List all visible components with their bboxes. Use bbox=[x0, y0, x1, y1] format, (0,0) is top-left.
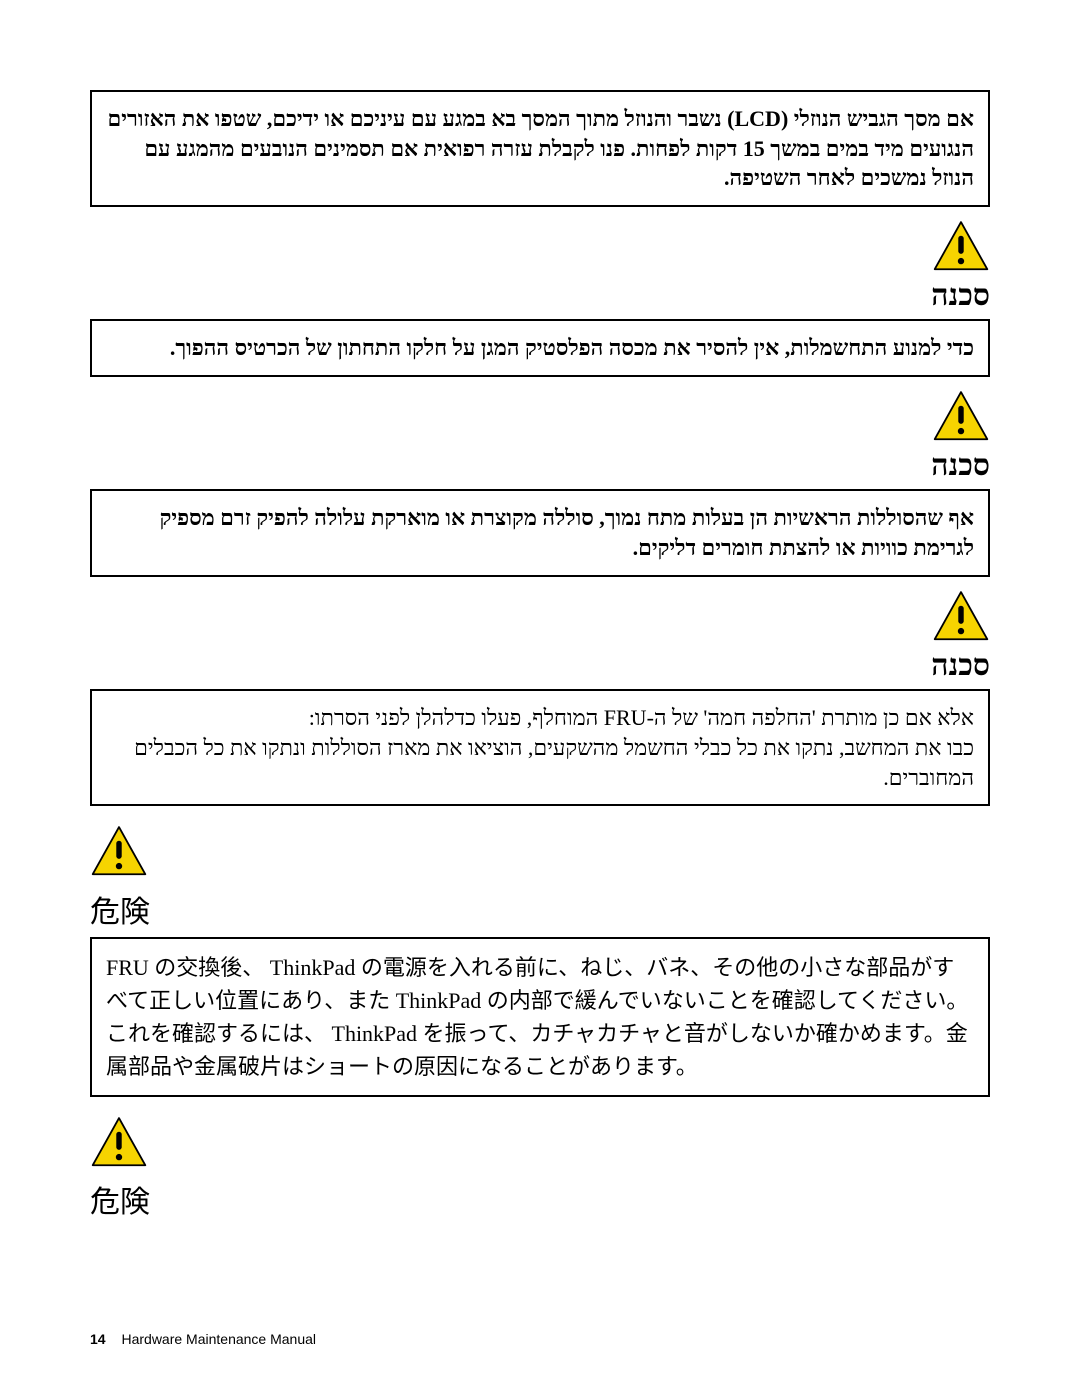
warning-text-battery: אף שהסוללות הראשיות הן בעלות מתח נמוך, ס… bbox=[106, 503, 974, 562]
warning-box-shock: כדי למנוע התחשמלות, אין להסיר את מכסה הפ… bbox=[90, 319, 990, 377]
warning-triangle-icon bbox=[932, 389, 990, 447]
warning-text-fru-1: אלא אם כן מותרת 'החלפה חמה' של ה-FRU המו… bbox=[106, 703, 974, 733]
danger-heading-1: סכנה bbox=[90, 279, 990, 313]
warning-icon-row-3 bbox=[90, 585, 990, 649]
warning-triangle-icon bbox=[932, 589, 990, 647]
warning-icon-row-4 bbox=[90, 820, 990, 884]
footer-title: Hardware Maintenance Manual bbox=[121, 1331, 316, 1347]
warning-box-battery: אף שהסוללות הראשיות הן בעלות מתח נמוך, ס… bbox=[90, 489, 990, 576]
danger-heading-jp-1: 危険 bbox=[90, 887, 990, 931]
warning-triangle-icon bbox=[932, 219, 990, 277]
danger-heading-jp-2: 危険 bbox=[90, 1177, 990, 1221]
page-number: 14 bbox=[90, 1331, 106, 1347]
warning-triangle-icon bbox=[90, 824, 148, 882]
page-footer: 14 Hardware Maintenance Manual bbox=[90, 1331, 316, 1347]
warning-icon-row-5 bbox=[90, 1111, 990, 1175]
warning-text-lcd: אם מסך הגביש הנוזלי (LCD) נשבר והנוזל מת… bbox=[106, 104, 974, 193]
warning-box-jp-fru: FRU の交換後、 ThinkPad の電源を入れる前に、ねじ、バネ、その他の小… bbox=[90, 937, 990, 1097]
warning-icon-row-2 bbox=[90, 385, 990, 449]
warning-triangle-icon bbox=[90, 1115, 148, 1173]
warning-text-fru-2: כבו את המחשב, נתקו את כל כבלי החשמל מהשק… bbox=[106, 733, 974, 792]
danger-heading-2: סכנה bbox=[90, 449, 990, 483]
warning-box-fru: אלא אם כן מותרת 'החלפה חמה' של ה-FRU המו… bbox=[90, 689, 990, 806]
warning-icon-row-1 bbox=[90, 215, 990, 279]
warning-text-jp-fru: FRU の交換後、 ThinkPad の電源を入れる前に、ねじ、バネ、その他の小… bbox=[106, 951, 974, 1083]
danger-heading-3: סכנה bbox=[90, 649, 990, 683]
warning-box-lcd: אם מסך הגביש הנוזלי (LCD) נשבר והנוזל מת… bbox=[90, 90, 990, 207]
page-content: אם מסך הגביש הנוזלי (LCD) נשבר והנוזל מת… bbox=[90, 90, 990, 1221]
warning-text-shock: כדי למנוע התחשמלות, אין להסיר את מכסה הפ… bbox=[106, 333, 974, 363]
